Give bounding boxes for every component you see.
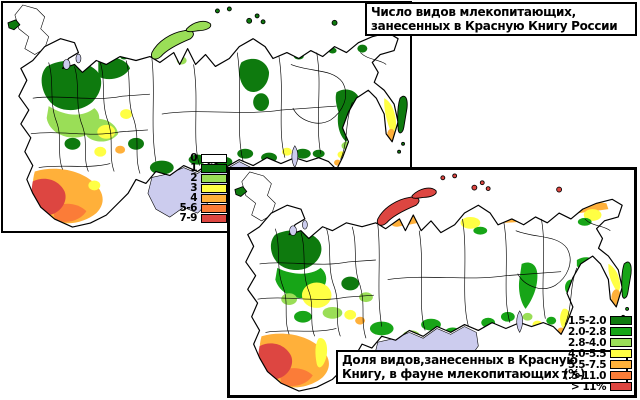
legend-row: 0: [179, 152, 227, 164]
legend-swatch: [610, 338, 632, 347]
title-line: Число видов млекопитающих,: [371, 5, 576, 19]
bottom-map-canvas: [234, 171, 632, 395]
legend-row: 7.5-11.0: [560, 370, 632, 382]
legend-row: 1.5-2.0: [560, 315, 632, 327]
title-line: занесенных в Красную Книгу России: [371, 19, 618, 33]
top-map-legend: 0 1 2 3 4 5-6 7-9: [179, 152, 227, 224]
legend-swatch: [610, 316, 632, 325]
legend-swatch: [201, 163, 227, 173]
legend-swatch: [610, 360, 632, 369]
legend-row: 5-6: [179, 202, 227, 214]
legend-swatch: [610, 382, 632, 391]
legend-swatch: [201, 213, 227, 223]
top-map-canvas: [7, 4, 408, 231]
bottom-map-legend: 1.5-2.0 2.0-2.8 2.8-4.0 4.0-5.5 5.5-7.5 …: [560, 315, 632, 393]
legend-row: 7-9: [179, 212, 227, 224]
islands-and-lakes: [234, 173, 632, 333]
legend-row: 4: [179, 192, 227, 204]
legend-swatch: [610, 327, 632, 336]
title-line: Доля видов,занесенных в Красную: [342, 353, 578, 367]
legend-swatch: [201, 193, 227, 203]
title-line: Книгу, в фауне млекопитающих (%): [342, 367, 586, 381]
bottom-map-panel: Доля видов,занесенных в Красную Книгу, в…: [227, 167, 637, 398]
legend-row: 2.0-2.8: [560, 326, 632, 338]
legend-swatch: [201, 173, 227, 183]
top-map-title: Число видов млекопитающих, занесенных в …: [365, 2, 637, 36]
legend-swatch: [201, 203, 227, 213]
top-map-panel: 0 1 2 3 4 5-6 7-9: [1, 1, 412, 233]
legend-swatch: [610, 349, 632, 358]
legend-row: > 11%: [560, 381, 632, 393]
legend-row: 2.8-4.0: [560, 337, 632, 349]
legend-row: 5.5-7.5: [560, 359, 632, 371]
legend-swatch: [201, 183, 227, 193]
legend-row: 4.0-5.5: [560, 348, 632, 360]
bottom-map-title: Доля видов,занесенных в Красную Книгу, в…: [336, 350, 628, 384]
legend-swatch: [610, 371, 632, 380]
legend-row: 1: [179, 162, 227, 174]
islands-and-lakes: [7, 6, 408, 169]
legend-swatch: [201, 153, 227, 163]
legend-row: 2: [179, 172, 227, 184]
legend-row: 3: [179, 182, 227, 194]
